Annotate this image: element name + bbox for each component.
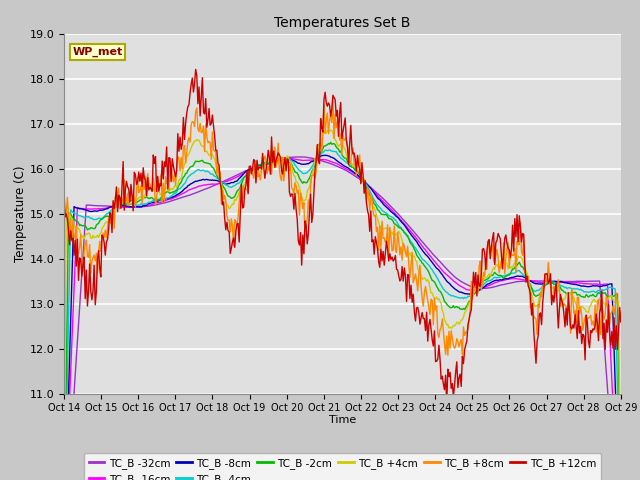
TC_B -2cm (362, 184, 370, 190)
TC_B +12cm (443, 401, 451, 407)
TC_B -2cm (329, 141, 337, 146)
TC_B +8cm (362, 197, 370, 203)
TC_B -4cm (362, 182, 370, 188)
TC_B -8cm (518, 273, 525, 279)
Line: TC_B -2cm: TC_B -2cm (64, 143, 621, 480)
TC_B +12cm (606, 332, 614, 338)
TC_B +8cm (393, 250, 401, 255)
TC_B +8cm (60, 219, 68, 225)
TC_B -4cm (393, 218, 401, 224)
TC_B +12cm (329, 92, 337, 98)
TC_B +4cm (323, 127, 331, 133)
TC_B -8cm (362, 180, 370, 186)
TC_B -4cm (324, 147, 332, 153)
TC_B +12cm (60, 189, 68, 194)
Line: TC_B +4cm: TC_B +4cm (64, 130, 621, 480)
TC_B -4cm (326, 147, 333, 153)
TC_B +4cm (362, 190, 370, 196)
Line: TC_B -8cm: TC_B -8cm (64, 156, 621, 480)
TC_B -16cm (282, 156, 290, 161)
TC_B -16cm (605, 305, 612, 311)
X-axis label: Time: Time (329, 415, 356, 425)
TC_B +8cm (617, 311, 625, 316)
TC_B +8cm (444, 352, 452, 358)
TC_B -4cm (518, 270, 525, 276)
TC_B -32cm (329, 162, 337, 168)
TC_B +8cm (328, 120, 335, 126)
TC_B +4cm (518, 255, 525, 261)
TC_B +4cm (60, 475, 68, 480)
Line: TC_B +8cm: TC_B +8cm (64, 97, 621, 355)
Legend: TC_B -32cm, TC_B -16cm, TC_B -8cm, TC_B -4cm, TC_B -2cm, TC_B +4cm, TC_B +8cm, T: TC_B -32cm, TC_B -16cm, TC_B -8cm, TC_B … (84, 453, 601, 480)
TC_B -8cm (605, 281, 612, 287)
TC_B -2cm (393, 222, 401, 228)
Title: Temperatures Set B: Temperatures Set B (274, 16, 411, 30)
TC_B -32cm (294, 154, 302, 160)
TC_B +12cm (519, 230, 527, 236)
TC_B +4cm (326, 128, 333, 134)
TC_B -16cm (326, 158, 333, 164)
Y-axis label: Temperature (C): Temperature (C) (13, 165, 27, 262)
Line: TC_B -32cm: TC_B -32cm (64, 157, 621, 480)
TC_B +12cm (326, 102, 333, 108)
Line: TC_B -4cm: TC_B -4cm (64, 150, 621, 480)
TC_B -2cm (324, 141, 332, 146)
Text: WP_met: WP_met (72, 47, 123, 58)
TC_B +8cm (324, 131, 332, 136)
TC_B +8cm (519, 252, 527, 258)
TC_B -8cm (329, 155, 337, 161)
TC_B +12cm (393, 266, 401, 272)
TC_B +4cm (393, 231, 401, 237)
TC_B -32cm (326, 160, 333, 166)
TC_B -8cm (321, 153, 329, 158)
TC_B -16cm (518, 276, 525, 282)
TC_B -16cm (393, 213, 401, 218)
TC_B -8cm (393, 214, 401, 219)
TC_B +8cm (606, 322, 614, 328)
TC_B +4cm (329, 130, 337, 135)
TC_B -2cm (518, 264, 525, 270)
TC_B +12cm (192, 67, 200, 72)
TC_B -32cm (393, 209, 401, 215)
TC_B -2cm (605, 294, 612, 300)
TC_B -8cm (326, 153, 333, 159)
TC_B -32cm (605, 400, 612, 406)
TC_B +12cm (362, 200, 370, 205)
TC_B -4cm (605, 285, 612, 291)
TC_B -16cm (362, 181, 370, 187)
TC_B +4cm (605, 295, 612, 300)
Line: TC_B +12cm: TC_B +12cm (64, 70, 621, 404)
TC_B -32cm (362, 181, 370, 187)
TC_B -4cm (329, 149, 337, 155)
TC_B -2cm (327, 140, 335, 145)
TC_B +12cm (617, 319, 625, 325)
TC_B -32cm (518, 278, 525, 284)
Line: TC_B -16cm: TC_B -16cm (64, 158, 621, 480)
TC_B -16cm (329, 159, 337, 165)
TC_B +8cm (329, 95, 337, 100)
